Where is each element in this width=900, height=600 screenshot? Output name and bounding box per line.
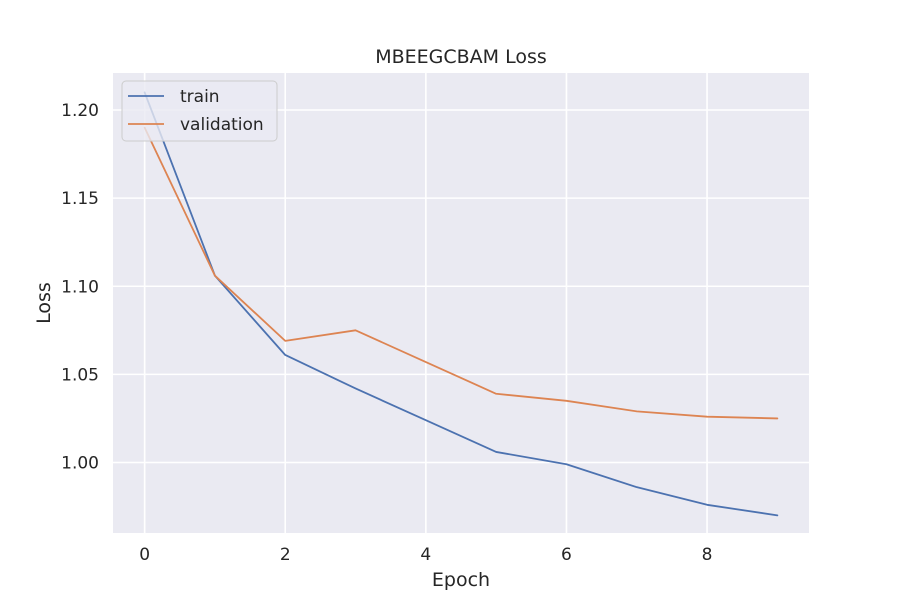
tick-labels: 0 2 4 6 8 1.00 1.05 1.10 1.15 1.20 — [61, 101, 712, 565]
y-tick-label: 1.10 — [61, 277, 99, 297]
grid-lines — [113, 73, 809, 533]
series-lines — [143, 91, 779, 517]
x-tick-label: 6 — [561, 545, 572, 565]
legend-label-train: train — [180, 87, 220, 107]
series-line-train — [143, 91, 779, 517]
y-tick-label: 1.15 — [61, 189, 99, 209]
x-axis-label: Epoch — [432, 569, 490, 591]
x-tick-label: 4 — [420, 545, 431, 565]
plot-area — [113, 73, 809, 533]
chart-title: MBEEGCBAM Loss — [375, 46, 547, 68]
y-axis-label: Loss — [33, 282, 55, 324]
x-tick-label: 2 — [280, 545, 291, 565]
y-tick-label: 1.00 — [61, 454, 99, 474]
legend-label-validation: validation — [180, 115, 264, 135]
legend: train validation — [121, 80, 278, 142]
x-tick-label: 8 — [702, 545, 713, 565]
y-tick-label: 1.20 — [61, 101, 99, 121]
series-line-validation — [143, 126, 779, 420]
x-tick-label: 0 — [139, 545, 150, 565]
y-tick-label: 1.05 — [61, 365, 99, 385]
